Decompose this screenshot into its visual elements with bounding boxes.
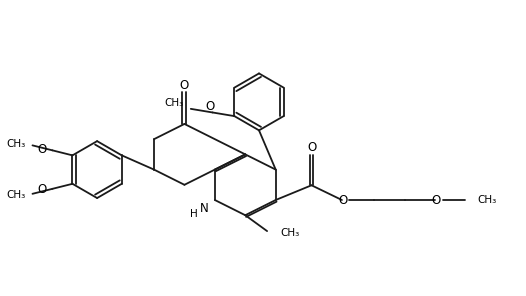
Text: CH₃: CH₃ — [164, 98, 184, 108]
Text: O: O — [308, 141, 317, 154]
Text: O: O — [180, 79, 189, 92]
Text: O: O — [37, 143, 47, 156]
Text: CH₃: CH₃ — [6, 139, 26, 149]
Text: CH₃: CH₃ — [281, 228, 300, 238]
Text: CH₃: CH₃ — [6, 190, 26, 200]
Text: H: H — [190, 209, 198, 219]
Text: O: O — [431, 194, 441, 207]
Text: N: N — [200, 202, 208, 215]
Text: O: O — [206, 100, 215, 113]
Text: O: O — [338, 194, 348, 207]
Text: CH₃: CH₃ — [478, 195, 497, 205]
Text: O: O — [37, 183, 47, 196]
